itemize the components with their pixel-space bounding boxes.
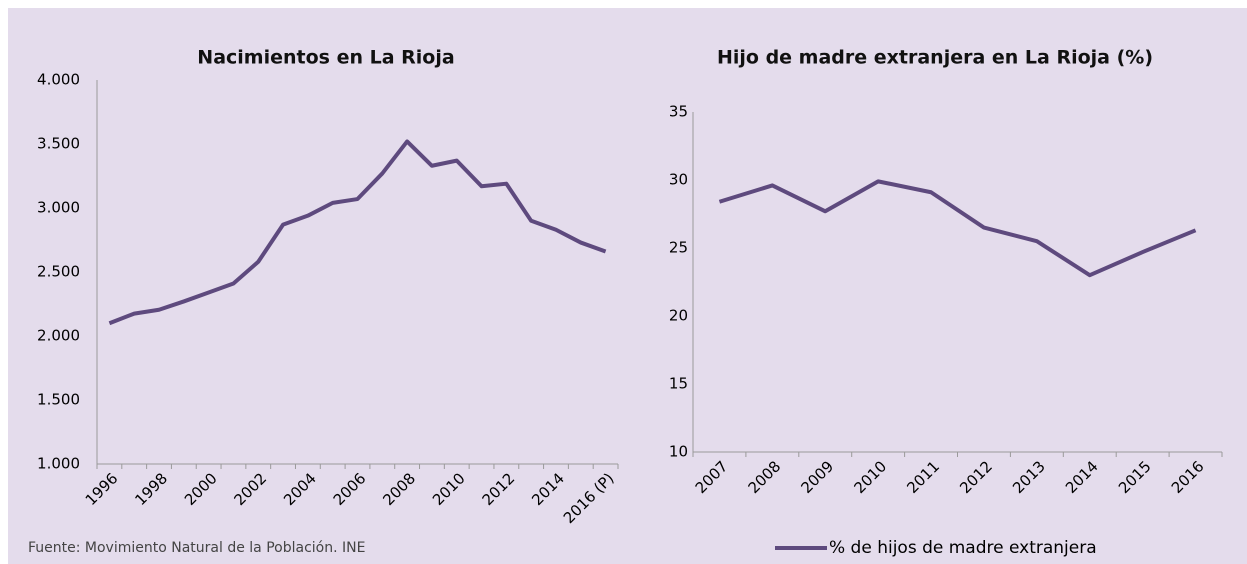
y-tick-label: 2.000 — [37, 327, 80, 345]
source-note: Fuente: Movimiento Natural de la Poblaci… — [28, 540, 365, 556]
y-tick-label: 10 — [669, 443, 688, 461]
background — [8, 8, 1247, 564]
y-tick-label: 1.500 — [37, 391, 80, 409]
y-tick-label: 20 — [669, 307, 688, 325]
y-tick-label: 2.500 — [37, 263, 80, 281]
line — [718, 179, 1197, 278]
chart-title: Nacimientos en La Rioja — [197, 47, 454, 69]
y-tick-label: 3.000 — [37, 199, 80, 217]
y-tick-label: 25 — [669, 239, 688, 257]
y-tick-label: 1.000 — [37, 455, 80, 473]
y-tick-label: 4.000 — [37, 71, 80, 89]
y-tick-label: 3.500 — [37, 135, 80, 153]
y-tick-label: 35 — [669, 103, 688, 121]
line — [108, 139, 607, 326]
chart-title: Hijo de madre extranjera en La Rioja (%) — [717, 47, 1153, 69]
legend-label: % de hijos de madre extranjera — [829, 538, 1097, 558]
y-tick-label: 15 — [669, 375, 688, 393]
y-tick-label: 30 — [669, 171, 688, 189]
